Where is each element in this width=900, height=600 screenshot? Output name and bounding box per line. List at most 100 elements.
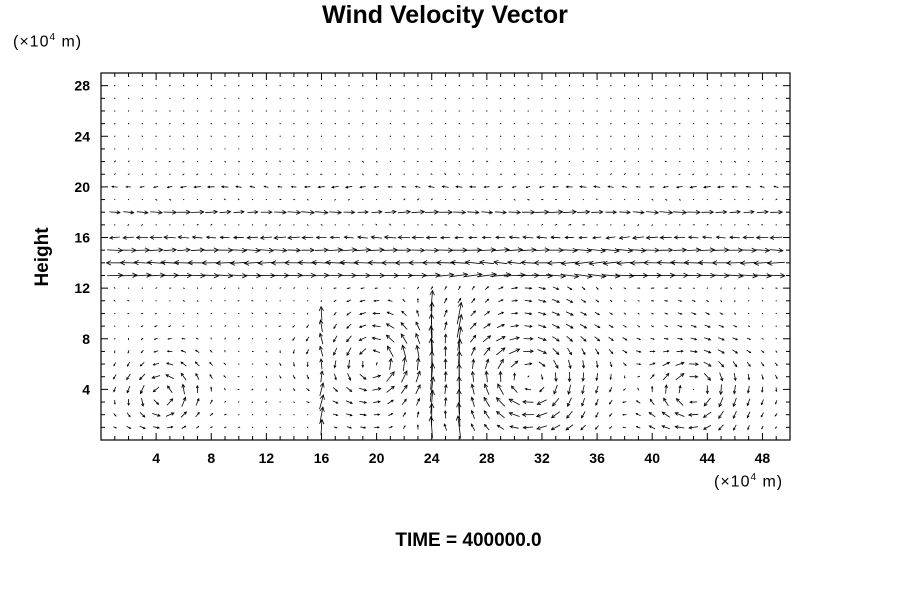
vector-arrowhead [624, 325, 627, 328]
vector-arrowhead [695, 209, 701, 215]
wind-vector [770, 236, 783, 239]
wind-vector [384, 211, 396, 214]
vector-dot [210, 160, 212, 163]
wind-vector [575, 261, 592, 265]
vector-arrowhead [605, 236, 610, 240]
wind-vector [191, 211, 204, 213]
wind-vector [507, 261, 522, 264]
wind-vector [369, 249, 384, 251]
vector-dot [293, 110, 295, 112]
wind-vector [477, 273, 497, 278]
vector-arrowhead [157, 413, 161, 417]
wind-vector [534, 249, 550, 251]
vector-arrowhead [732, 415, 736, 420]
vector-dot [238, 325, 240, 327]
vector-arrowhead [444, 297, 448, 301]
vector-dot [141, 110, 143, 112]
vector-arrowhead [199, 209, 205, 215]
vector-dot [320, 97, 323, 99]
vector-arrowhead [721, 313, 724, 315]
wind-vector [553, 384, 558, 395]
vector-dot [500, 148, 502, 150]
vector-arrowhead [483, 383, 489, 389]
wind-vector [483, 410, 490, 419]
wind-vector [359, 373, 367, 380]
vector-arrowhead [683, 260, 690, 266]
wind-vector [496, 324, 505, 328]
vector-dot [251, 97, 254, 99]
vector-dot [265, 300, 267, 302]
wind-vector [675, 426, 685, 429]
vector-arrowhead [329, 235, 334, 240]
vector-arrowhead [487, 335, 492, 339]
vector-arrowhead [256, 273, 262, 279]
vector-arrowhead [429, 362, 436, 369]
vector-arrowhead [443, 383, 448, 388]
wind-vector [675, 362, 685, 366]
vector-dot [734, 198, 736, 201]
vector-arrowhead [333, 352, 337, 356]
vector-dot [169, 173, 171, 175]
wind-vector [206, 236, 216, 239]
vector-arrowhead [469, 185, 473, 189]
vector-arrowhead [709, 209, 715, 215]
vector-arrowhead [659, 235, 665, 240]
wind-vector [359, 324, 367, 328]
wind-vector [274, 236, 287, 239]
vector-arrowhead [666, 199, 668, 201]
vector-arrowhead [761, 427, 763, 430]
vector-dot [637, 160, 640, 163]
vector-arrowhead [111, 185, 114, 189]
vector-arrowhead [144, 210, 149, 215]
vector-arrowhead [472, 346, 476, 351]
vector-arrowhead [542, 337, 547, 341]
vector-arrowhead [766, 273, 772, 279]
vector-dot [748, 135, 750, 137]
vector-dot [183, 312, 185, 315]
vector-arrowhead [474, 210, 480, 215]
vector-arrowhead [416, 309, 419, 313]
wind-vector [319, 346, 324, 357]
vector-arrowhead [139, 186, 142, 189]
vector-arrowhead [581, 365, 586, 369]
vector-dot [293, 123, 295, 125]
wind-vector [496, 347, 506, 356]
vector-arrowhead [707, 376, 712, 381]
vector-arrowhead [486, 286, 490, 289]
vector-dot [444, 110, 447, 112]
vector-arrowhead [359, 312, 363, 316]
vector-arrowhead [279, 389, 281, 392]
vector-dot [582, 148, 584, 150]
wind-vector [415, 371, 421, 383]
vector-arrowhead [529, 312, 533, 316]
vector-arrowhead [681, 247, 688, 253]
vector-arrowhead [346, 339, 350, 343]
vector-arrowhead [694, 325, 697, 328]
vector-dot [761, 135, 764, 137]
vector-arrowhead [688, 425, 693, 430]
vector-arrowhead [508, 235, 513, 240]
x-tick-label: 20 [369, 450, 385, 466]
vector-arrowhead [259, 235, 265, 240]
vector-arrowhead [403, 412, 406, 415]
vector-dot [224, 123, 226, 125]
wind-vector [663, 350, 669, 353]
vector-arrowhead [689, 185, 693, 189]
vector-dot [527, 97, 529, 99]
vector-arrowhead [390, 371, 395, 377]
wind-vector [285, 274, 303, 277]
wind-vector [345, 185, 353, 188]
y-unit-exponent: 4 [49, 32, 57, 43]
wind-vector [484, 383, 490, 395]
vector-arrowhead [473, 322, 477, 327]
wind-vector [320, 319, 323, 333]
vector-arrowhead [211, 412, 214, 415]
vector-arrowhead [521, 412, 527, 417]
vector-dot [444, 160, 447, 163]
wind-vector [333, 335, 338, 342]
vector-arrowhead [139, 376, 143, 381]
vector-arrowhead [170, 412, 175, 416]
vector-arrowhead [417, 198, 420, 200]
vector-arrowhead [553, 390, 557, 395]
vector-arrowhead [153, 338, 156, 340]
